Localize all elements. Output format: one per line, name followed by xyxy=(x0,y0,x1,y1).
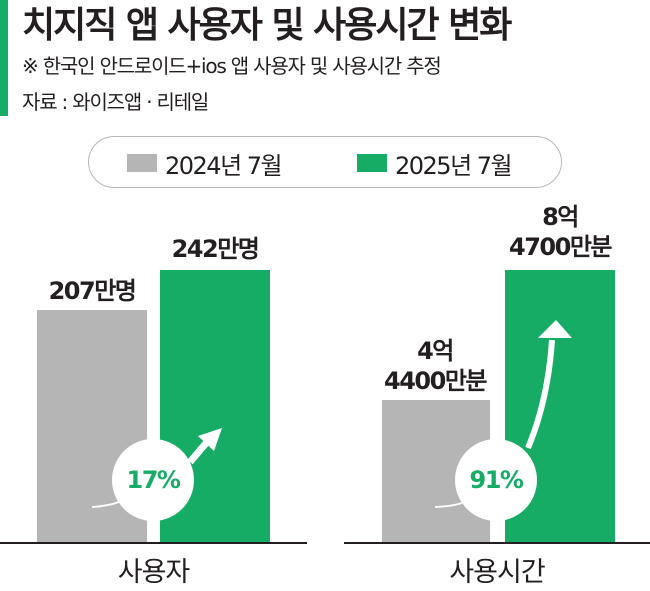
legend-label-2024: 2024년 7월 xyxy=(165,151,283,180)
users-category-label: 사용자 xyxy=(117,557,191,588)
chart-note: ※ 한국인 안드로이드+ios 앱 사용자 및 사용시간 추정 xyxy=(22,54,442,78)
legend-label-2025: 2025년 7월 xyxy=(395,151,513,180)
legend-swatch-gray xyxy=(127,154,157,172)
users-2024-value-label: 207만명 xyxy=(48,277,137,305)
users-change-badge: 17% xyxy=(112,439,194,521)
time-2024-value-label-line1: 4억 xyxy=(417,337,454,365)
time-change-badge: 91% xyxy=(455,439,537,521)
users-2025-value-label: 242만명 xyxy=(171,235,260,263)
time-2025-value-label-line2: 4700만분 xyxy=(509,233,612,261)
chart-title: 치지직 앱 사용자 및 사용시간 변화 xyxy=(22,5,512,46)
time-2024-value-label-line2: 4400만분 xyxy=(384,367,487,395)
users-baseline xyxy=(0,542,307,544)
legend-swatch-green xyxy=(357,154,387,172)
time-baseline xyxy=(344,542,650,544)
legend: 2024년 7월 2025년 7월 xyxy=(88,136,562,188)
time-2025-value-label-line1: 8억 xyxy=(542,203,579,231)
title-accent-bar xyxy=(0,0,8,116)
legend-item-2025: 2025년 7월 xyxy=(357,137,513,189)
chart-source: 자료 : 와이즈앱 · 리테일 xyxy=(22,90,209,114)
legend-item-2024: 2024년 7월 xyxy=(127,137,283,189)
time-category-label: 사용시간 xyxy=(449,557,545,588)
